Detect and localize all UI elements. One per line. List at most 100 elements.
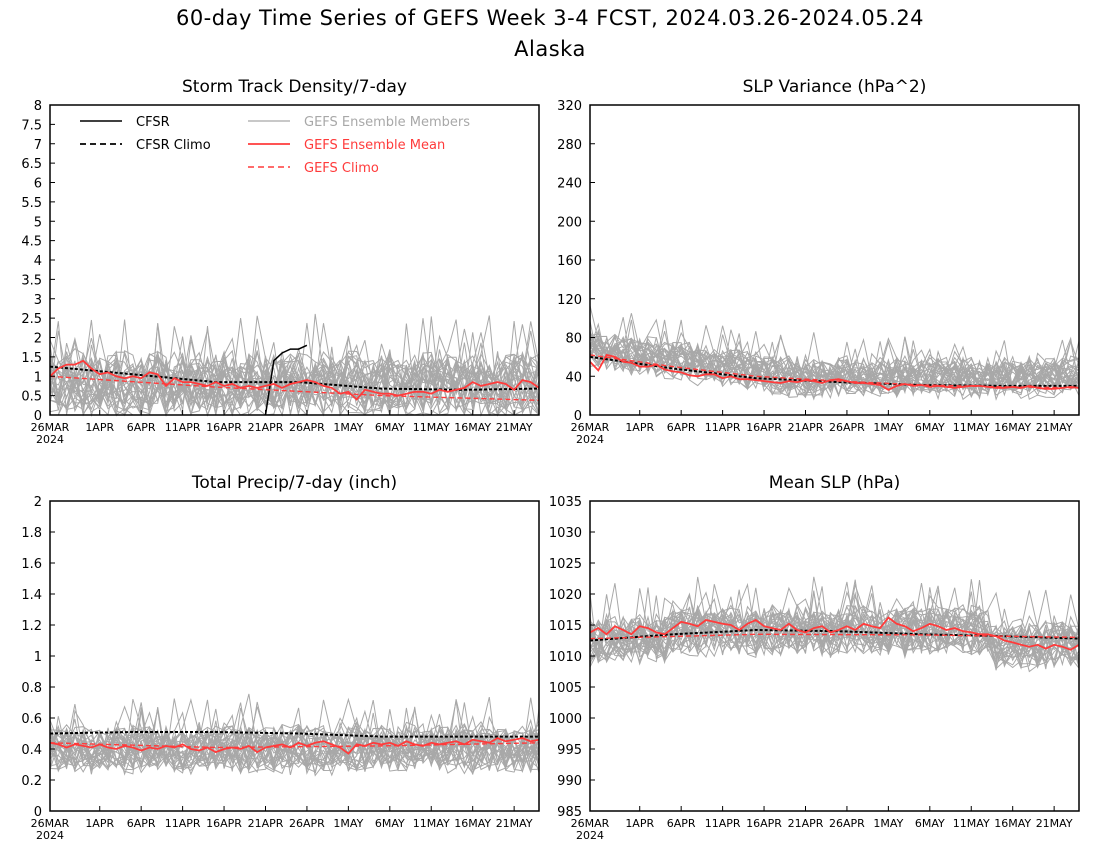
y-tick-label: 3.5	[21, 273, 42, 288]
member-line	[589, 594, 1080, 669]
x-tick-label: 21APR	[248, 421, 284, 434]
x-tick-label: 11MAY	[953, 817, 990, 830]
x-tick-label: 21MAY	[496, 421, 533, 434]
y-tick-label: 1020	[549, 588, 582, 603]
member-line	[589, 319, 1080, 398]
member-line	[49, 315, 540, 411]
ens-mean-line	[49, 737, 540, 755]
x-tick-label: 6MAY	[915, 421, 945, 434]
x-year-label: 2024	[36, 829, 64, 842]
panel-4: Mean SLP (hPa) 985 990 995 1000 1005 1010 1015 1…	[549, 473, 1080, 842]
y-tick-label: 1	[34, 370, 42, 385]
x-tick-label: 11APR	[165, 817, 201, 830]
x-tick-label: 1APR	[625, 817, 654, 830]
member-line	[49, 707, 540, 772]
x-tick-label: 1MAY	[333, 421, 363, 434]
y-tick-label: 0.5	[21, 390, 42, 405]
x-tick-label: 11APR	[705, 421, 741, 434]
x-tick-label: 11APR	[165, 421, 201, 434]
y-tick-label: 0	[574, 409, 582, 424]
y-tick-label: 8	[34, 99, 42, 114]
y-tick-label: 1.6	[21, 557, 42, 572]
x-tick-label: 21MAY	[1036, 421, 1073, 434]
member-line	[49, 699, 540, 774]
member-line	[589, 589, 1080, 669]
x-tick-label: 1APR	[625, 421, 654, 434]
gefs-climo-line	[589, 354, 1080, 389]
y-tick-label: 280	[557, 138, 582, 153]
x-tick-label: 21MAY	[496, 817, 533, 830]
x-tick-label: 21APR	[788, 817, 824, 830]
x-tick-label: 26MAR	[31, 421, 70, 434]
member-line	[49, 329, 540, 416]
x-tick-label: 16APR	[746, 421, 782, 434]
member-line	[49, 716, 540, 777]
member-line	[589, 604, 1080, 670]
y-tick-label: 1.5	[21, 351, 42, 366]
x-tick-label: 6APR	[667, 817, 696, 830]
ensemble-members	[589, 576, 1080, 673]
legend-members-label: GEFS Ensemble Members	[304, 115, 470, 130]
x-tick-label: 21APR	[248, 817, 284, 830]
member-line	[589, 603, 1080, 664]
y-tick-label: 1	[34, 650, 42, 665]
cfsr-climo-line	[49, 365, 540, 391]
y-tick-label: 0	[34, 409, 42, 424]
ensemble-members	[589, 305, 1080, 401]
y-tick-label: 40	[565, 370, 582, 385]
x-tick-label: 21MAY	[1036, 817, 1073, 830]
y-tick-label: 1015	[549, 619, 582, 634]
member-line	[49, 313, 540, 413]
x-tick-label: 16APR	[206, 421, 242, 434]
y-tick-label: 1000	[549, 712, 582, 727]
x-tick-label: 26APR	[289, 817, 325, 830]
y-tick-label: 240	[557, 177, 582, 192]
cfsr-line	[264, 344, 308, 416]
member-line	[49, 318, 540, 409]
cfsr-climo-line	[49, 731, 539, 738]
ensemble-members	[49, 313, 540, 417]
x-tick-label: 16APR	[746, 817, 782, 830]
gefs-climo-line	[589, 633, 1080, 640]
panel-title: Total Precip/7-day (inch)	[191, 473, 397, 493]
x-tick-label: 1MAY	[873, 421, 903, 434]
y-tick-label: 1010	[549, 650, 582, 665]
y-tick-label: 985	[557, 805, 582, 820]
y-tick-label: 80	[565, 332, 582, 347]
member-line	[589, 317, 1080, 393]
x-tick-label: 1MAY	[873, 817, 903, 830]
x-tick-label: 26APR	[829, 817, 865, 830]
ensemble-members	[49, 693, 540, 777]
y-tick-label: 1.4	[21, 588, 42, 603]
x-tick-label: 6APR	[127, 421, 156, 434]
y-tick-label: 6.5	[21, 157, 42, 172]
y-tick-label: 990	[557, 774, 582, 789]
y-tick-label: 995	[557, 743, 582, 758]
x-tick-label: 6MAY	[375, 421, 405, 434]
x-tick-label: 6MAY	[915, 817, 945, 830]
x-tick-label: 6APR	[127, 817, 156, 830]
y-tick-label: 0.2	[21, 774, 42, 789]
x-tick-label: 16MAY	[454, 421, 491, 434]
x-year-label: 2024	[36, 433, 64, 446]
y-tick-label: 120	[557, 293, 582, 308]
y-tick-label: 0	[34, 805, 42, 820]
y-tick-label: 1030	[549, 526, 582, 541]
y-tick-label: 1.2	[21, 619, 42, 634]
x-year-label: 2024	[576, 433, 604, 446]
x-tick-label: 16MAY	[994, 817, 1031, 830]
y-tick-label: 7	[34, 138, 42, 153]
x-tick-label: 26MAR	[31, 817, 70, 830]
y-tick-label: 2	[34, 332, 42, 347]
y-tick-label: 1035	[549, 495, 582, 510]
member-line	[589, 343, 1080, 398]
y-tick-label: 6	[34, 177, 42, 192]
x-tick-label: 11MAY	[413, 421, 450, 434]
cfsr-climo-line	[589, 355, 1079, 387]
x-tick-label: 1APR	[85, 817, 114, 830]
y-tick-label: 0.4	[21, 743, 42, 758]
member-line	[589, 583, 1080, 665]
ens-mean-line	[49, 359, 540, 401]
legend-cfsr-label: CFSR	[136, 115, 170, 130]
